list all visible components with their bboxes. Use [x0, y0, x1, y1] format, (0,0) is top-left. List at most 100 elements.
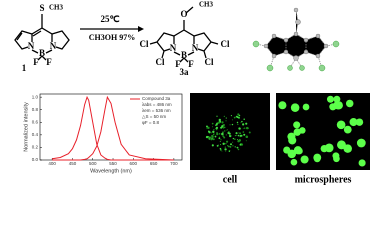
atom: B	[181, 50, 187, 60]
spot	[242, 131, 245, 133]
spot	[235, 132, 238, 135]
atom: B	[39, 48, 45, 58]
sphere	[332, 152, 340, 160]
spot	[242, 127, 244, 129]
spot	[226, 130, 228, 131]
spot	[227, 145, 230, 148]
spot	[211, 122, 214, 125]
condition: CH3OH 97%	[89, 33, 135, 42]
spot	[232, 137, 235, 140]
spot	[238, 127, 241, 130]
sphere	[336, 120, 346, 130]
spot	[225, 120, 227, 122]
spot	[234, 138, 236, 140]
spot	[212, 138, 215, 141]
compound-label: 3a	[180, 67, 190, 77]
spot	[211, 126, 213, 128]
y-tick-label: 0.2	[32, 145, 39, 150]
spot	[229, 143, 233, 146]
spot	[220, 144, 222, 146]
image-caption: cell	[223, 174, 238, 185]
spot	[220, 139, 222, 141]
y-tick-label: 0.4	[32, 132, 39, 137]
spot	[229, 124, 231, 126]
annotation: λem = 536 nm	[142, 108, 171, 113]
spot	[216, 133, 219, 136]
spot	[239, 135, 242, 137]
y-tick-label: 0.6	[32, 119, 39, 124]
atom: O	[180, 9, 187, 19]
spot	[237, 113, 240, 116]
spot	[233, 116, 236, 119]
spot	[225, 140, 229, 143]
spot	[206, 125, 208, 128]
spot	[232, 119, 234, 121]
spot	[237, 138, 239, 140]
spot	[216, 144, 219, 147]
spot	[221, 150, 223, 152]
spot	[215, 126, 219, 130]
annotation: λabs = 486 nm	[142, 102, 172, 107]
spot	[207, 136, 210, 139]
spot	[218, 136, 221, 139]
spot	[221, 121, 224, 124]
y-axis-label: Normalized intensity	[23, 102, 29, 152]
spot	[237, 123, 239, 126]
spectrum-line	[52, 95, 174, 161]
x-axis-label: Wavelength (nm)	[90, 168, 132, 174]
x-tick-label: 500	[89, 161, 97, 166]
spot	[211, 132, 213, 134]
spot	[207, 130, 210, 133]
sphere	[287, 132, 296, 141]
spot	[245, 135, 249, 139]
spot	[218, 138, 220, 139]
sphere	[300, 155, 309, 164]
spot	[218, 118, 222, 122]
spot	[231, 123, 234, 126]
spot	[210, 138, 213, 141]
atom: Cl	[221, 39, 230, 49]
atom: F	[188, 59, 194, 69]
atom: Cl	[205, 57, 214, 67]
spot	[232, 141, 234, 143]
spot	[225, 134, 227, 136]
atom: N	[192, 43, 199, 53]
spot	[225, 143, 227, 145]
x-tick-label: 450	[69, 161, 77, 166]
spot	[215, 128, 218, 131]
sphere	[326, 95, 334, 103]
sphere	[278, 101, 287, 110]
atom: S	[39, 3, 44, 13]
spot	[238, 114, 241, 117]
spot	[223, 115, 225, 118]
x-tick-label: 550	[109, 161, 117, 166]
spectrum-chart: 0.0 0.2 0.4 0.6 0.8 1.0 400 450 500 550 600 650 700 W…	[23, 93, 183, 174]
spot	[237, 134, 240, 137]
reactant-structure: S CH3 N B N F F 1	[14, 3, 70, 73]
spot	[218, 137, 221, 140]
spot	[222, 142, 225, 146]
sphere	[334, 101, 343, 110]
graphic: S CH3 N B N F F 1 25℃ CH3OH 97% O CH3 N …	[14, 1, 370, 185]
spot	[238, 132, 240, 134]
spot	[239, 132, 242, 135]
cell-fluorescence	[205, 113, 251, 153]
spot	[245, 126, 249, 130]
spot	[239, 143, 242, 146]
spot	[206, 128, 208, 130]
spot	[236, 116, 239, 119]
atom: F	[46, 57, 52, 67]
spot	[225, 151, 227, 152]
spot	[243, 127, 246, 129]
spot	[241, 120, 243, 123]
spot	[214, 135, 217, 138]
legend-label: Compound 3a	[142, 96, 171, 101]
product-structure: O CH3 N B N F F Cl Cl Cl Cl 3a	[140, 1, 230, 77]
spot	[218, 133, 221, 135]
atom: N	[28, 41, 35, 51]
microspheres-image	[276, 93, 370, 170]
spot	[222, 131, 224, 133]
image-caption: microspheres	[295, 174, 352, 185]
spot	[243, 118, 245, 120]
annotation: φF = 0.8	[142, 120, 160, 125]
